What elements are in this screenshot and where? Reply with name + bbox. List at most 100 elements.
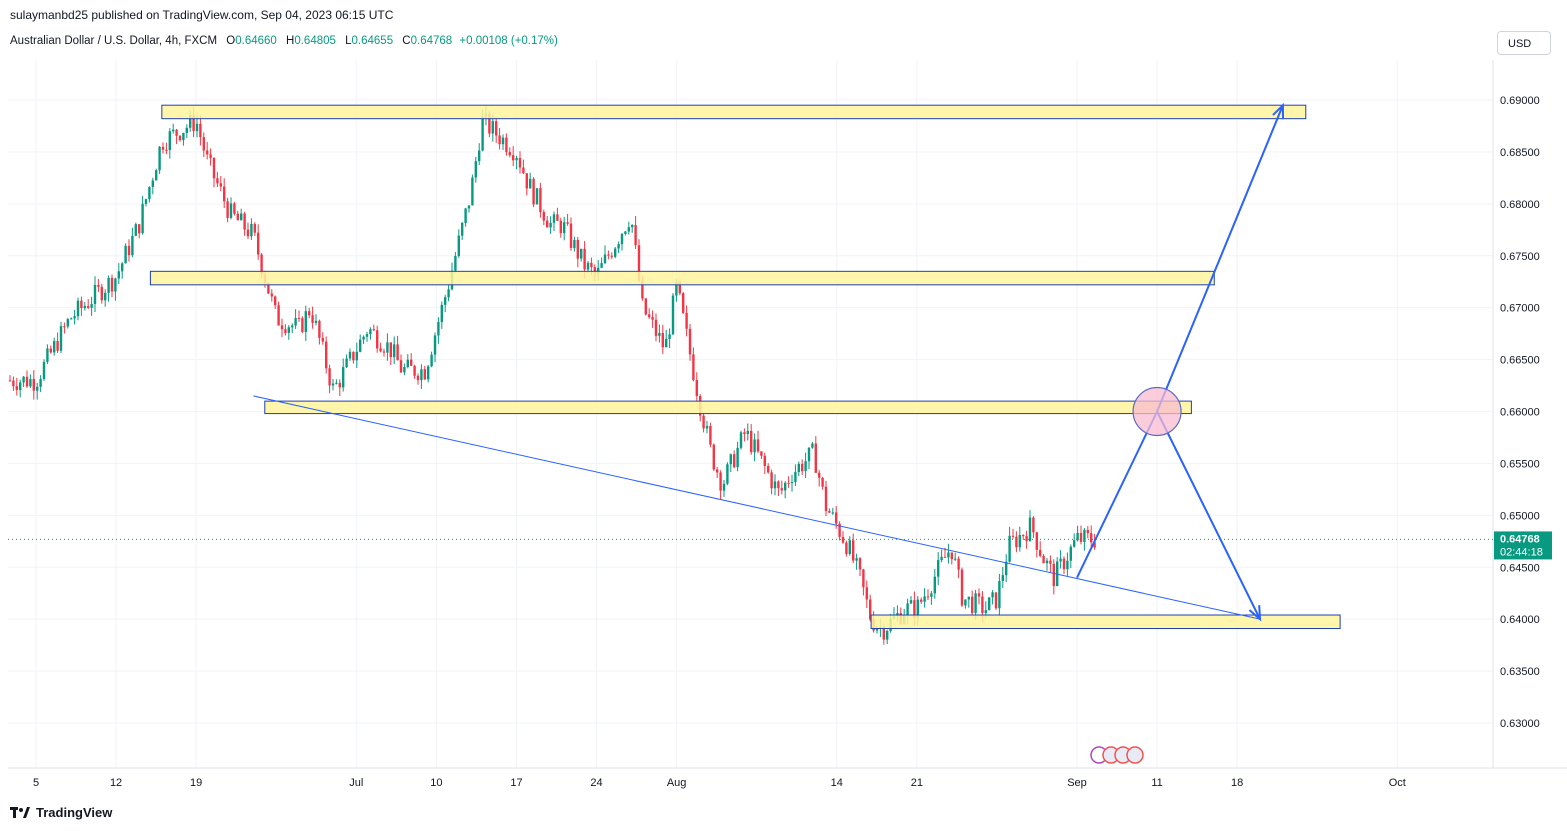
candle-body	[416, 375, 420, 381]
candle-body	[467, 205, 471, 209]
price-axis: 0.69000 0.68500 0.68000 0.67500 0.67000 0.665…	[1492, 60, 1540, 768]
time-tick-label: 18	[1231, 777, 1243, 789]
candle-body	[634, 224, 637, 246]
candle-body	[144, 199, 148, 204]
open-label: O	[226, 35, 236, 47]
publish-info: sulaymanbd25 published on TradingView.co…	[10, 8, 394, 22]
time-tick-label: 17	[510, 777, 522, 789]
candle-body	[376, 330, 379, 349]
candle-body	[947, 552, 950, 558]
candle-body	[593, 267, 596, 274]
last-price-text: 0.64768	[1500, 533, 1540, 545]
candle-body	[117, 271, 120, 279]
support-resistance-zone	[264, 400, 1192, 415]
candle-body	[134, 224, 137, 236]
candle-body	[362, 336, 365, 340]
candle-body	[406, 359, 409, 367]
candle-body	[597, 267, 600, 274]
candle-body	[607, 254, 610, 256]
candle-body	[447, 289, 450, 298]
candle-body	[39, 379, 42, 387]
candle-body	[141, 203, 144, 234]
candle-body	[648, 314, 651, 318]
candle-body	[913, 600, 916, 618]
candle-body	[331, 383, 335, 386]
candle-body	[552, 214, 556, 223]
projection-path-up	[1076, 104, 1284, 579]
candle-body	[342, 367, 345, 388]
candle-body	[583, 248, 586, 270]
candle-body	[671, 295, 675, 335]
candle-body	[1086, 529, 1089, 534]
candle-body	[957, 558, 960, 570]
candle-body	[726, 464, 729, 484]
candle-body	[576, 239, 579, 259]
candle-body	[559, 220, 562, 234]
candle-body	[393, 344, 396, 358]
candle-body	[372, 329, 375, 331]
candle-body	[151, 180, 154, 187]
time-tick-label: 14	[831, 777, 843, 789]
candle-body	[287, 327, 290, 333]
candle-body	[314, 320, 318, 323]
candle-body	[246, 229, 250, 237]
candle-body	[352, 351, 355, 361]
candle-body	[1025, 536, 1028, 542]
candle-body	[1090, 533, 1093, 543]
candle-body	[1028, 517, 1032, 542]
candle-body	[1079, 532, 1083, 542]
candle-body	[437, 322, 440, 336]
candle-body	[410, 359, 413, 366]
price-tick-label: 0.64000	[1500, 614, 1540, 626]
support-resistance-zone	[161, 104, 1307, 120]
candle-body	[535, 188, 539, 205]
candle-body	[365, 334, 369, 337]
candle-body	[668, 334, 671, 339]
candle-body	[658, 332, 661, 336]
candle-body	[926, 596, 930, 598]
time-tick-label: Sep	[1067, 777, 1087, 789]
candle-body	[168, 131, 171, 150]
candle-body	[423, 369, 426, 380]
candle-body	[603, 254, 607, 264]
candle-body	[644, 298, 647, 315]
candle-body	[515, 158, 518, 161]
time-tick-label: 11	[1151, 777, 1162, 789]
candle-body	[977, 593, 981, 597]
candle-body	[427, 366, 430, 380]
candle-body	[359, 339, 362, 352]
top-bar: sulaymanbd25 published on TradingView.co…	[0, 0, 1567, 30]
time-tick-label: 19	[190, 777, 202, 789]
candle-body	[709, 426, 712, 445]
candle-body	[19, 382, 22, 390]
candle-body	[66, 319, 69, 327]
symbol-name[interactable]: Australian Dollar / U.S. Dollar, 4h, FXC…	[10, 35, 218, 47]
price-tick-label: 0.65500	[1500, 458, 1540, 470]
candle-body	[471, 177, 474, 206]
candle-body	[335, 382, 338, 384]
candle-body	[722, 483, 726, 491]
candle-body	[403, 366, 406, 373]
open-value: 0.64660	[235, 35, 277, 47]
currency-selector[interactable]: USD	[1497, 31, 1551, 55]
chart-grid	[8, 60, 1493, 768]
candle-body	[76, 300, 80, 317]
candle-body	[760, 451, 763, 456]
candle-body	[818, 472, 821, 478]
candle-body	[267, 282, 270, 294]
candle-body	[49, 348, 52, 353]
time-tick-label: Oct	[1389, 777, 1406, 789]
candle-body	[651, 317, 654, 320]
candle-body	[199, 123, 202, 138]
candle-body	[202, 137, 205, 151]
candle-body	[1039, 549, 1042, 556]
candle-body	[777, 481, 780, 489]
candle-body	[389, 342, 392, 358]
candle-body	[733, 454, 736, 468]
candle-body	[338, 382, 341, 388]
candle-body	[566, 222, 569, 224]
candle-body	[382, 351, 386, 353]
candle-body	[787, 482, 790, 484]
candle-body	[896, 613, 899, 616]
